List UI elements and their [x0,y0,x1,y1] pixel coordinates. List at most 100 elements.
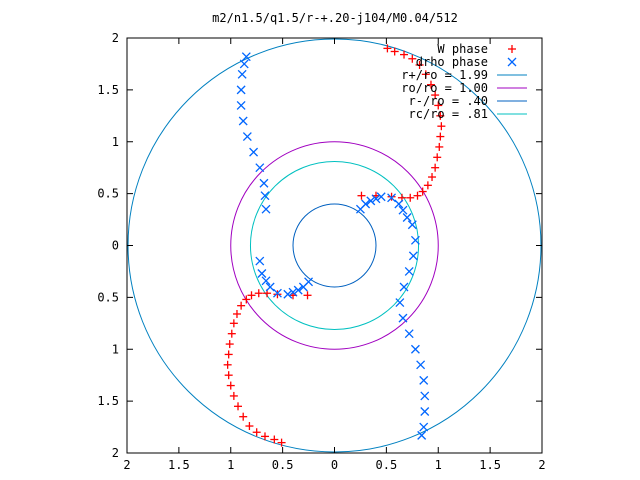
y-tick-label-4: 0 [112,239,119,253]
point-0-22 [390,47,399,56]
legend-marker-series-0 [508,45,516,53]
point-0-31 [237,301,246,310]
y-tick-label-3: 0.5 [97,187,119,201]
point-0-43 [245,422,254,431]
point-1-6 [394,199,404,209]
point-0-4 [406,193,415,202]
x-tick-label-4: 0 [331,458,338,472]
point-1-40 [238,116,248,126]
point-1-12 [404,266,414,276]
point-1-32 [257,269,267,278]
point-0-11 [435,142,444,151]
point-1-23 [417,430,427,440]
legend-label-series-0: W phase [437,42,488,56]
point-1-8 [402,213,412,222]
x-tick-label-7: 1.5 [479,458,501,472]
point-0-42 [239,412,248,421]
point-1-26 [293,285,303,295]
point-0-18 [421,70,430,79]
point-1-31 [261,276,271,286]
x-tick-label-5: 0.5 [376,458,398,472]
point-1-42 [236,85,246,95]
point-1-18 [416,360,426,370]
point-0-23 [383,44,392,53]
point-1-9 [407,220,417,230]
point-0-5 [413,191,422,200]
point-0-34 [227,329,236,338]
point-1-21 [420,407,430,416]
circle-3 [249,160,420,331]
point-1-29 [272,288,282,298]
point-1-17 [410,344,420,354]
point-0-13 [437,122,446,131]
point-1-11 [408,251,418,261]
point-0-17 [426,80,435,89]
legend-label-circle-1: ro/ro = 1.00 [401,81,488,95]
legend-marker-series-1 [507,57,517,67]
point-1-27 [288,287,298,297]
point-1-44 [239,59,249,69]
point-0-44 [252,428,261,437]
point-0-21 [400,50,409,59]
point-0-9 [431,163,440,172]
y-tick-label-0: 2 [112,31,119,45]
point-0-24 [303,291,312,300]
point-1-28 [283,289,293,299]
point-1-39 [242,132,252,142]
data-points [223,44,446,447]
y-tick-label-1: 1.5 [97,83,119,97]
point-1-37 [255,163,265,173]
point-1-7 [398,205,408,215]
y-tick-label-7: 1.5 [97,394,119,408]
point-1-43 [237,69,247,79]
chart-title: m2/n1.5/q1.5/r-+.20-j104/M0.04/512 [212,11,458,25]
point-0-36 [224,350,233,359]
point-0-45 [260,432,269,441]
point-0-15 [434,101,443,110]
series-0 [223,44,446,447]
y-tick-label-6: 1 [112,342,119,356]
y-tick-label-2: 1 [112,135,119,149]
point-0-29 [247,291,256,300]
legend-label-circle-2: r-/ro = .40 [409,94,488,108]
point-0-47 [277,438,286,447]
point-1-3 [371,194,381,204]
x-tick-label-8: 2 [538,458,545,472]
point-0-37 [223,360,232,369]
point-1-41 [236,100,246,110]
point-1-10 [410,235,420,245]
point-0-2 [387,192,396,201]
point-0-28 [254,289,263,298]
point-0-14 [436,111,445,120]
point-1-4 [376,192,386,202]
y-tick-label-8: 2 [112,446,119,460]
circle-1 [230,141,439,350]
point-1-30 [265,282,275,292]
point-1-1 [361,199,371,209]
point-0-10 [433,153,442,162]
point-1-25 [298,282,308,292]
point-1-2 [366,196,376,206]
point-0-35 [225,340,234,349]
point-0-33 [229,319,238,328]
point-1-20 [420,391,430,401]
point-1-16 [404,329,414,339]
point-1-19 [419,375,429,385]
x-tick-label-2: 1 [227,458,234,472]
circle-2 [292,203,377,288]
legend-label-circle-3: rc/ro = .81 [409,107,488,121]
point-0-20 [408,54,417,63]
x-tick-label-1: 1.5 [168,458,190,472]
x-tick-label-0: 2 [123,458,130,472]
point-1-5 [387,193,397,203]
point-0-6 [418,187,427,196]
x-tick-label-3: 0.5 [272,458,294,472]
point-1-13 [399,282,409,292]
point-0-40 [229,391,238,400]
point-0-38 [224,371,233,380]
point-0-7 [423,181,432,190]
point-0-12 [436,132,445,141]
point-1-36 [259,178,269,188]
